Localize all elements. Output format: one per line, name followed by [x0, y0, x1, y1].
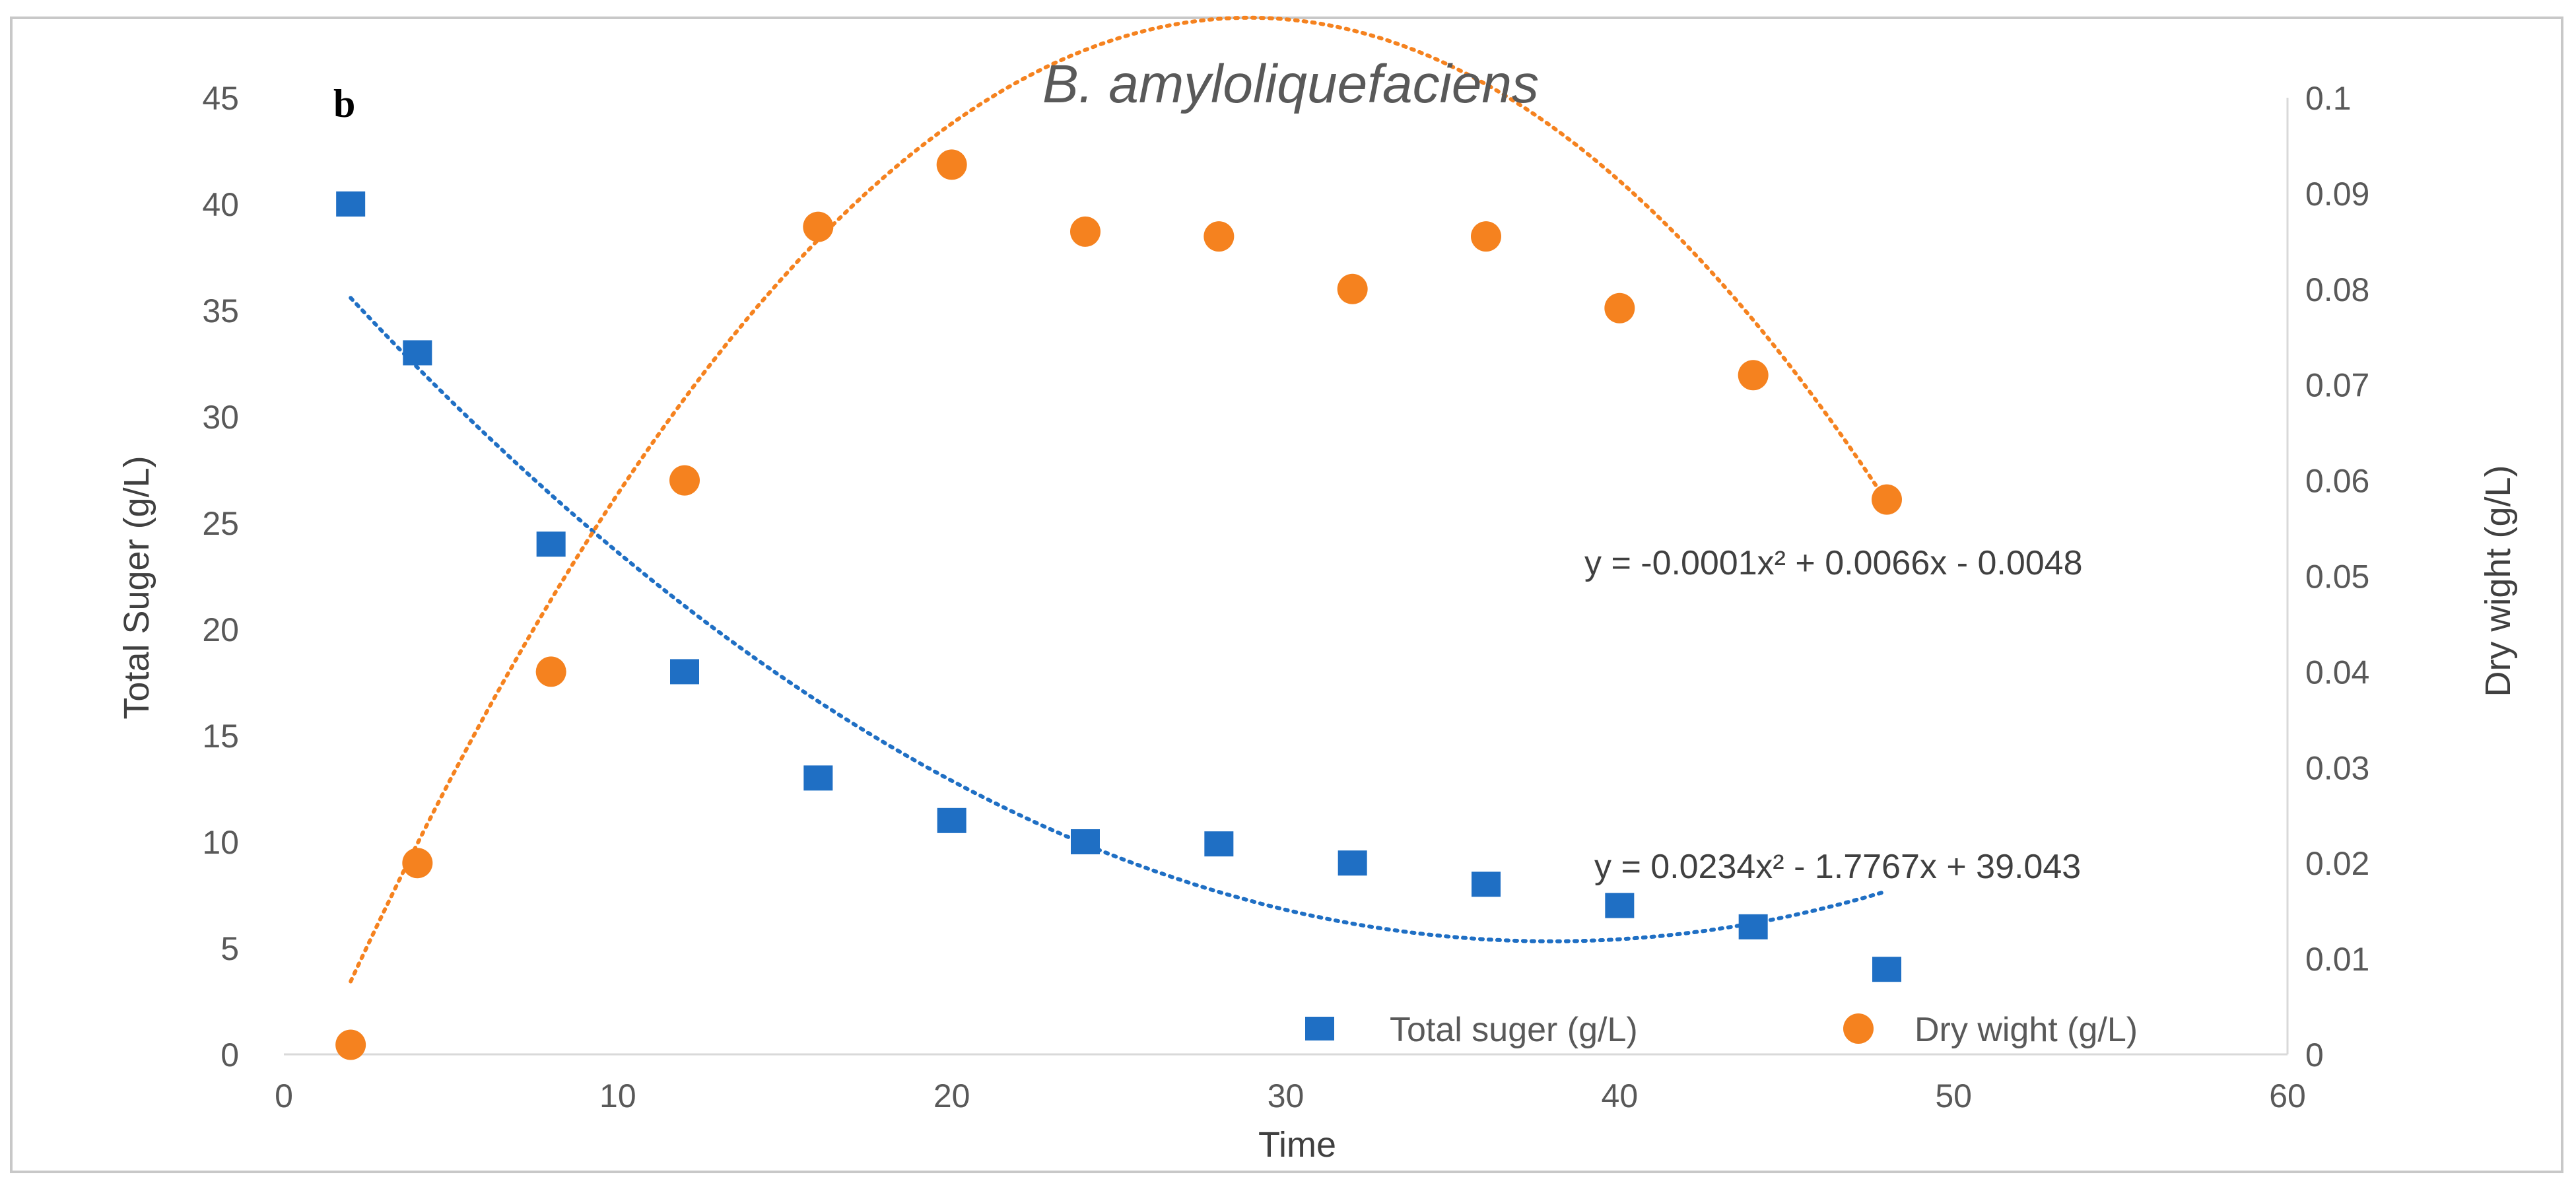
y-right-tick-label: 0.06	[2305, 463, 2369, 500]
x-tick-label: 20	[933, 1077, 970, 1114]
legend-sugar-marker	[1305, 1017, 1334, 1040]
dry-weight-point	[535, 656, 566, 687]
dry-weight-point	[1070, 216, 1101, 247]
dry-weight-point	[402, 848, 433, 879]
x-tick-label: 60	[2269, 1077, 2306, 1114]
dry-weight-point	[1604, 292, 1635, 324]
dry-weight-point	[1872, 484, 1902, 515]
text-layer: B. amyloliquefaciens b Time Total Suger …	[117, 54, 2518, 1165]
x-axis-title: Time	[1258, 1125, 1336, 1165]
sugar-point	[937, 807, 966, 833]
dry-weight-point	[335, 1029, 366, 1060]
legend-dry-weight-label: Dry wight (g/L)	[1915, 1011, 2138, 1049]
sugar-point	[803, 765, 833, 791]
y-right-tick-label: 0	[2305, 1037, 2324, 1074]
y-left-tick-label: 20	[202, 611, 239, 648]
legend: Total suger (g/L) Dry wight (g/L)	[1305, 1011, 2138, 1049]
y-right-tick-label: 0.05	[2305, 559, 2369, 596]
sugar-point	[1472, 871, 1501, 897]
dry-weight-point	[936, 149, 967, 180]
y-right-tick-label: 0.08	[2305, 271, 2369, 308]
dry-weight-point	[1337, 273, 1368, 304]
y-left-tick-label: 40	[202, 186, 239, 223]
x-tick-label: 40	[1602, 1077, 1639, 1114]
y-right-tick-label: 0.07	[2305, 367, 2369, 404]
marks-layer	[335, 149, 1902, 1060]
y-right-tick-label: 0.09	[2305, 176, 2369, 213]
dry-weight-trend-equation: y = -0.0001x² + 0.0066x - 0.0048	[1584, 544, 2083, 582]
x-tick-label: 0	[275, 1077, 293, 1114]
sugar-point	[1605, 893, 1635, 918]
chart-frame	[10, 17, 2563, 1173]
sugar-point	[670, 659, 699, 685]
dry-weight-point	[669, 465, 700, 496]
dry-weight-point	[1738, 360, 1769, 391]
dry-weight-point	[1471, 221, 1501, 252]
dry-weight-point	[803, 211, 834, 242]
sugar-point	[336, 191, 366, 217]
x-tick-label: 30	[1268, 1077, 1305, 1114]
sugar-trendline	[349, 296, 1889, 943]
x-tick-label: 50	[1935, 1077, 1972, 1114]
y-left-tick-label: 0	[220, 1037, 239, 1074]
y-left-tick-label: 15	[202, 718, 239, 755]
y-right-axis-title: Dry wight (g/L)	[2478, 465, 2518, 697]
y-left-tick-label: 5	[220, 930, 239, 967]
trendline-layer	[349, 15, 1889, 984]
y-right-tick-label: 0.02	[2305, 845, 2369, 882]
y-left-tick-label: 10	[202, 824, 239, 861]
y-left-tick-label: 25	[202, 505, 239, 542]
y-right-tick-label: 0.03	[2305, 749, 2369, 786]
y-left-tick-label: 35	[202, 292, 239, 329]
sugar-point	[1204, 831, 1234, 857]
sugar-point	[1872, 957, 1901, 982]
y-left-axis-title: Total Suger (g/L)	[117, 456, 156, 719]
legend-dry-weight-marker	[1843, 1013, 1874, 1044]
dry-weight-trendline	[349, 15, 1889, 984]
y-left-tick-label: 45	[202, 80, 239, 117]
y-right-tick-label: 0.01	[2305, 941, 2369, 978]
y-left-tick-label: 30	[202, 399, 239, 436]
sugar-point	[403, 340, 432, 366]
sugar-point	[1071, 829, 1100, 854]
axes-layer	[284, 98, 2289, 1056]
y-right-tick-label: 0.1	[2305, 80, 2352, 117]
sugar-point	[1338, 850, 1367, 876]
y-right-tick-label: 0.04	[2305, 654, 2369, 691]
sugar-point	[536, 531, 566, 557]
sugar-point	[1738, 914, 1768, 939]
x-tick-label: 10	[599, 1077, 636, 1114]
chart-title: B. amyloliquefaciens	[1042, 54, 1539, 114]
dry-weight-point	[1203, 221, 1235, 252]
panel-label: b	[333, 82, 355, 125]
legend-sugar-label: Total suger (g/L)	[1390, 1011, 1638, 1049]
sugar-trend-equation: y = 0.0234x² - 1.7767x + 39.043	[1594, 848, 2081, 886]
